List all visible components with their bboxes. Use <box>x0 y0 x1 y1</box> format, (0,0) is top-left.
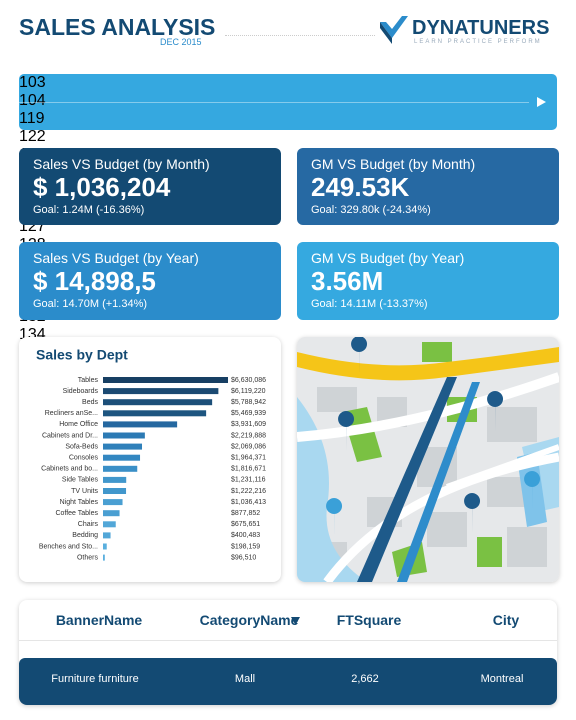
strip-divider <box>19 102 529 103</box>
kpi-value: $ 1,036,204 <box>33 172 171 202</box>
kpi-title: GM VS Budget (by Month) <box>311 156 476 172</box>
logo-icon <box>380 16 408 44</box>
number-strip: 1031041191221221241251261271281291301311… <box>19 74 557 577</box>
category-label: Cabinets and Dr... <box>42 432 98 439</box>
category-label: Consoles <box>69 455 99 462</box>
kpi-title: GM VS Budget (by Year) <box>311 250 465 266</box>
brand: DYNATUNERS <box>412 17 550 39</box>
kpi-value: 3.56M <box>311 266 384 296</box>
strip-number: 104 <box>19 92 46 109</box>
category-label: Bedding <box>72 532 98 539</box>
table-cell: Furniture furniture <box>51 673 139 685</box>
next-arrow[interactable] <box>537 97 547 107</box>
map <box>297 337 559 582</box>
category-label: Home Office <box>59 421 98 428</box>
table-cell: Montreal <box>480 673 524 685</box>
column-header[interactable]: BannerName <box>55 612 143 628</box>
bar <box>103 410 207 417</box>
chart-title: Sales by Dept <box>36 347 128 363</box>
bar <box>103 543 107 550</box>
bar <box>103 532 111 539</box>
table-header: BannerName CategoryName FTSquare City <box>19 600 557 641</box>
bar <box>103 432 145 439</box>
strip-number: 119 <box>19 110 45 127</box>
table-cell: 2,662 <box>351 673 379 685</box>
value-label: $1,231,116 <box>231 477 266 484</box>
category-label: Cabinets and bo... <box>41 466 98 473</box>
kpi-card: GM VS Budget (by Month) 249.53K Goal: 329.… <box>297 148 559 225</box>
value-label: $1,964,371 <box>231 455 266 462</box>
category-label: Sofa-Beds <box>65 443 98 450</box>
title: SALES ANALYSIS <box>19 14 216 40</box>
category-label: Tables <box>78 377 99 384</box>
category-label: Night Tables <box>60 499 99 506</box>
kpi-goal: Goal: 329.80k (-24.34%) <box>311 204 431 216</box>
kpi-goal: Goal: 1.24M (-16.36%) <box>33 204 145 216</box>
bar <box>103 388 219 395</box>
value-label: $675,651 <box>231 521 260 528</box>
strip-number: 103 <box>19 74 46 91</box>
kpi-value: 249.53K <box>311 172 410 202</box>
value-label: $2,069,086 <box>231 443 266 450</box>
sort-arrow <box>291 617 300 625</box>
date: DEC 2015 <box>160 37 202 47</box>
category-label: TV Units <box>71 488 98 495</box>
value-label: $1,222,216 <box>231 488 266 495</box>
column-header[interactable]: City <box>492 612 520 628</box>
table-row: Furniture furniture Mall 2,662 Montreal <box>19 658 557 705</box>
category-label: Sideboards <box>63 388 99 395</box>
kpi-card: Sales VS Budget (by Month) $ 1,036,204 Goa… <box>19 148 281 225</box>
table-cell: Mall <box>234 673 256 685</box>
kpi-value: $ 14,898,5 <box>33 266 156 296</box>
value-label: $198,159 <box>231 543 260 550</box>
bar <box>103 465 138 472</box>
value-label: $1,816,671 <box>231 466 266 473</box>
bar <box>103 499 123 506</box>
value-label: $3,931,609 <box>231 421 266 428</box>
kpi-title: Sales VS Budget (by Year) <box>33 250 199 266</box>
sort-icon <box>291 617 300 625</box>
bar <box>103 488 127 494</box>
bar <box>103 443 143 450</box>
category-label: Coffee Tables <box>55 510 98 517</box>
kpi-goal: Goal: 14.11M (-13.37%) <box>311 298 428 310</box>
value-label: $6,119,220 <box>231 388 266 395</box>
value-label: $5,469,939 <box>231 410 266 417</box>
bar-chart: Sales by Dept Tables $6,630,086 Sideboards… <box>36 347 266 562</box>
map-panel <box>297 337 559 582</box>
divider <box>225 35 375 36</box>
value-label: $96,510 <box>231 554 256 561</box>
value-label: $5,788,942 <box>231 399 266 406</box>
category-label: Others <box>77 554 99 561</box>
kpi-card: GM VS Budget (by Year) 3.56M Goal: 14.11M … <box>297 242 559 320</box>
bar <box>103 476 127 483</box>
bar <box>103 377 228 383</box>
data-table: BannerName CategoryName FTSquare City Furni… <box>19 600 557 705</box>
value-label: $6,630,086 <box>231 377 266 384</box>
column-header[interactable]: FTSquare <box>336 612 402 628</box>
kpi-goal: Goal: 14.70M (+1.34%) <box>33 298 148 310</box>
category-label: Beds <box>82 399 98 406</box>
bar <box>103 521 116 528</box>
bar <box>103 510 120 517</box>
column-header[interactable]: CategoryName <box>199 612 299 628</box>
strip-number: 122 <box>19 128 46 145</box>
value-label: $1,036,413 <box>231 499 266 506</box>
category-label: Benches and Sto... <box>39 543 98 550</box>
bar <box>103 454 141 461</box>
bar <box>103 421 178 428</box>
kpi-title: Sales VS Budget (by Month) <box>33 156 210 172</box>
bar <box>103 399 213 406</box>
category-label: Side Tables <box>62 477 99 484</box>
category-label: Chairs <box>78 521 99 528</box>
category-label: Recliners anSe... <box>45 410 98 417</box>
value-label: $2,219,888 <box>231 432 266 439</box>
sales-by-dept-panel: Sales by Dept Tables $6,630,086 Sideboards… <box>19 337 281 582</box>
tagline: LEARN PRACTICE PERFORM <box>414 39 542 45</box>
value-label: $877,852 <box>231 510 260 517</box>
value-label: $400,483 <box>231 532 260 539</box>
bar <box>103 554 105 561</box>
kpi-card: Sales VS Budget (by Year) $ 14,898,5 Goal:… <box>19 242 281 320</box>
